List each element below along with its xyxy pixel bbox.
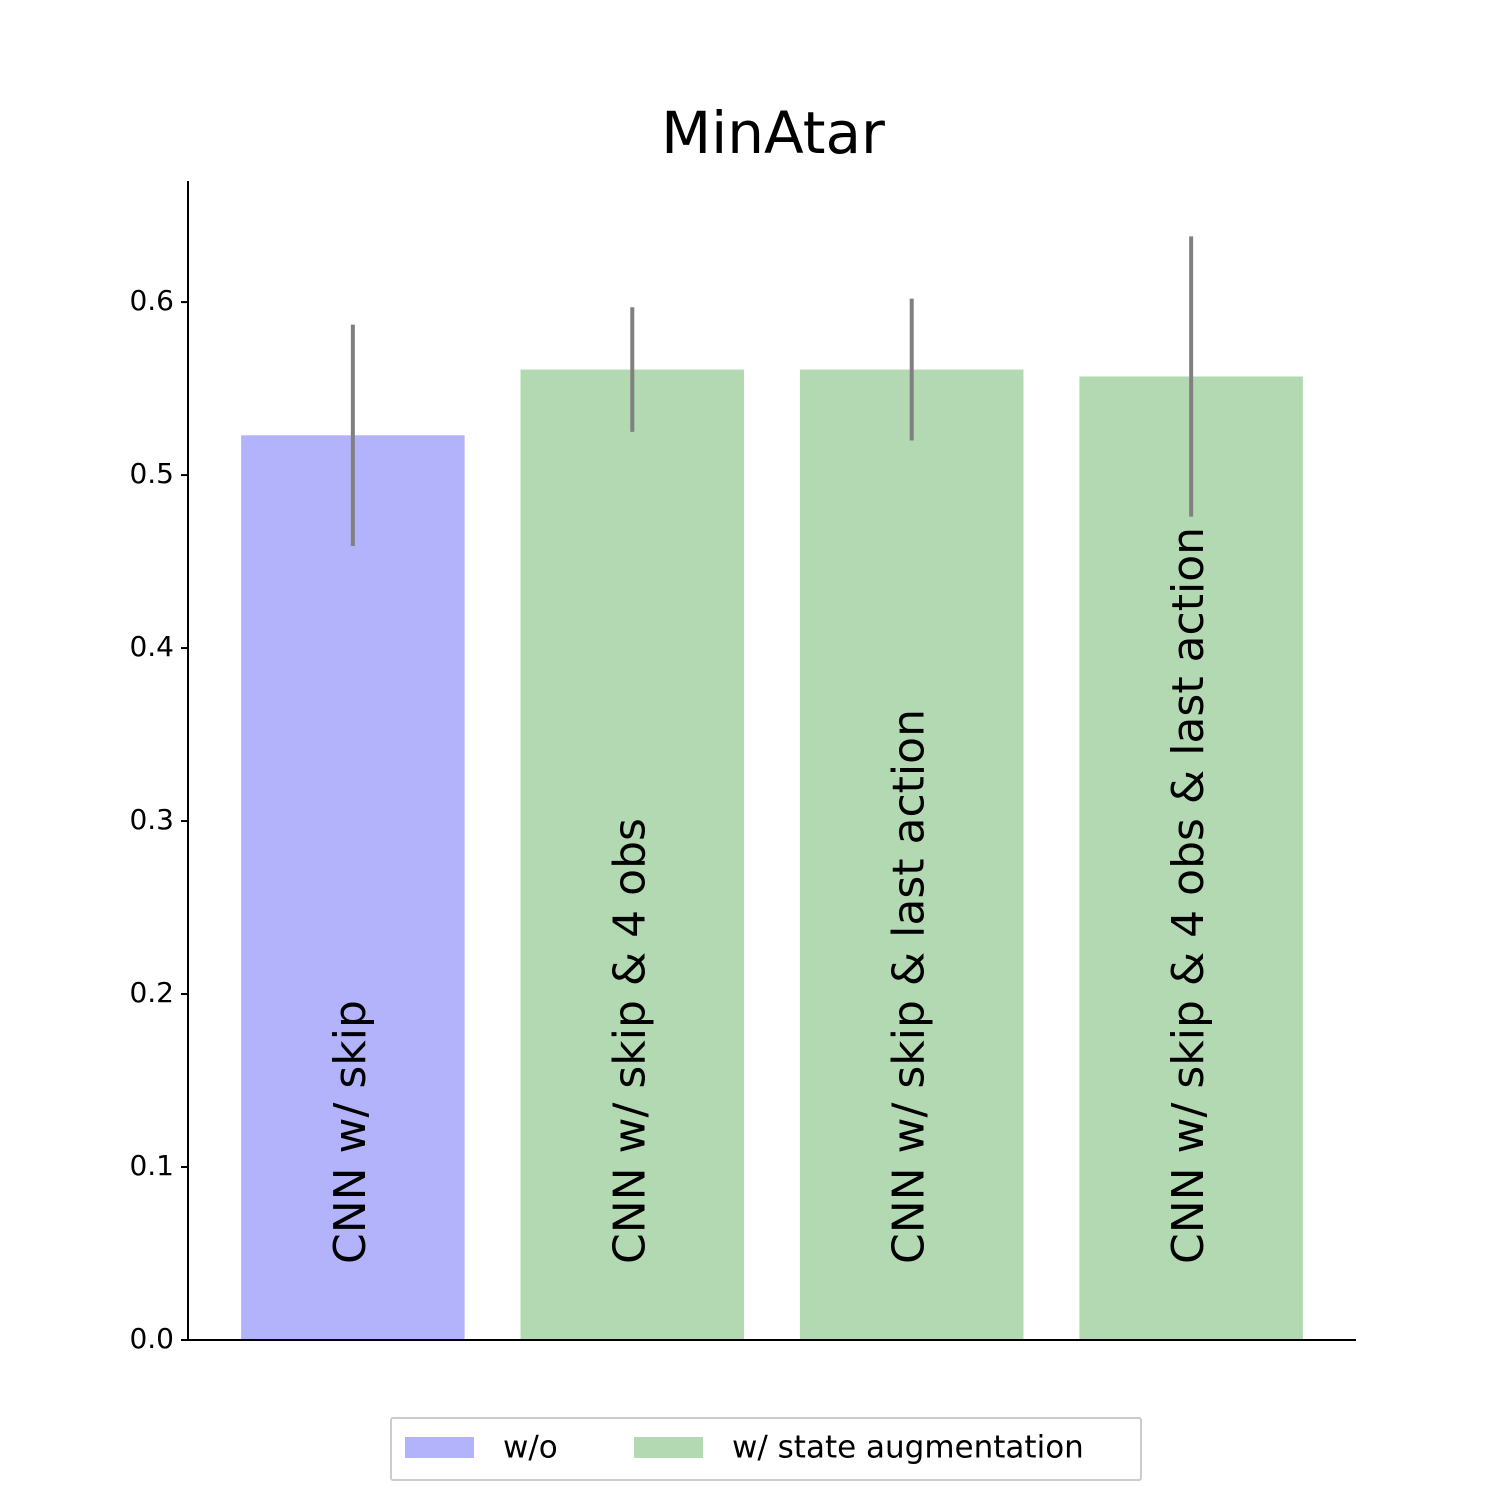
y-tick-label: 0.1	[129, 1149, 174, 1182]
chart-title: MinAtar	[661, 99, 885, 167]
bar	[1079, 376, 1303, 1340]
y-tick-label: 0.3	[129, 803, 174, 836]
legend-label: w/o	[503, 1430, 558, 1466]
legend-label: w/ state augmentation	[732, 1430, 1084, 1466]
legend-box	[390, 1417, 1142, 1481]
bar	[520, 369, 745, 1341]
bar-label: CNN w/ skip & last action	[884, 709, 935, 1264]
y-tick-label: 0.5	[129, 457, 174, 490]
bar	[799, 369, 1024, 1341]
bar-label: CNN w/ skip & 4 obs	[604, 818, 655, 1264]
y-tick-label: 0.2	[129, 976, 174, 1009]
bar	[241, 435, 465, 1340]
legend-swatch	[634, 1437, 703, 1458]
y-tick-label: 0.4	[129, 630, 174, 663]
y-tick-label: 0.6	[129, 284, 174, 317]
bar-label: CNN w/ skip & 4 obs & last action	[1163, 527, 1214, 1264]
y-tick-label: 0.0	[129, 1322, 174, 1355]
bar-label: CNN w/ skip	[325, 1000, 376, 1264]
legend-swatch	[405, 1437, 474, 1458]
